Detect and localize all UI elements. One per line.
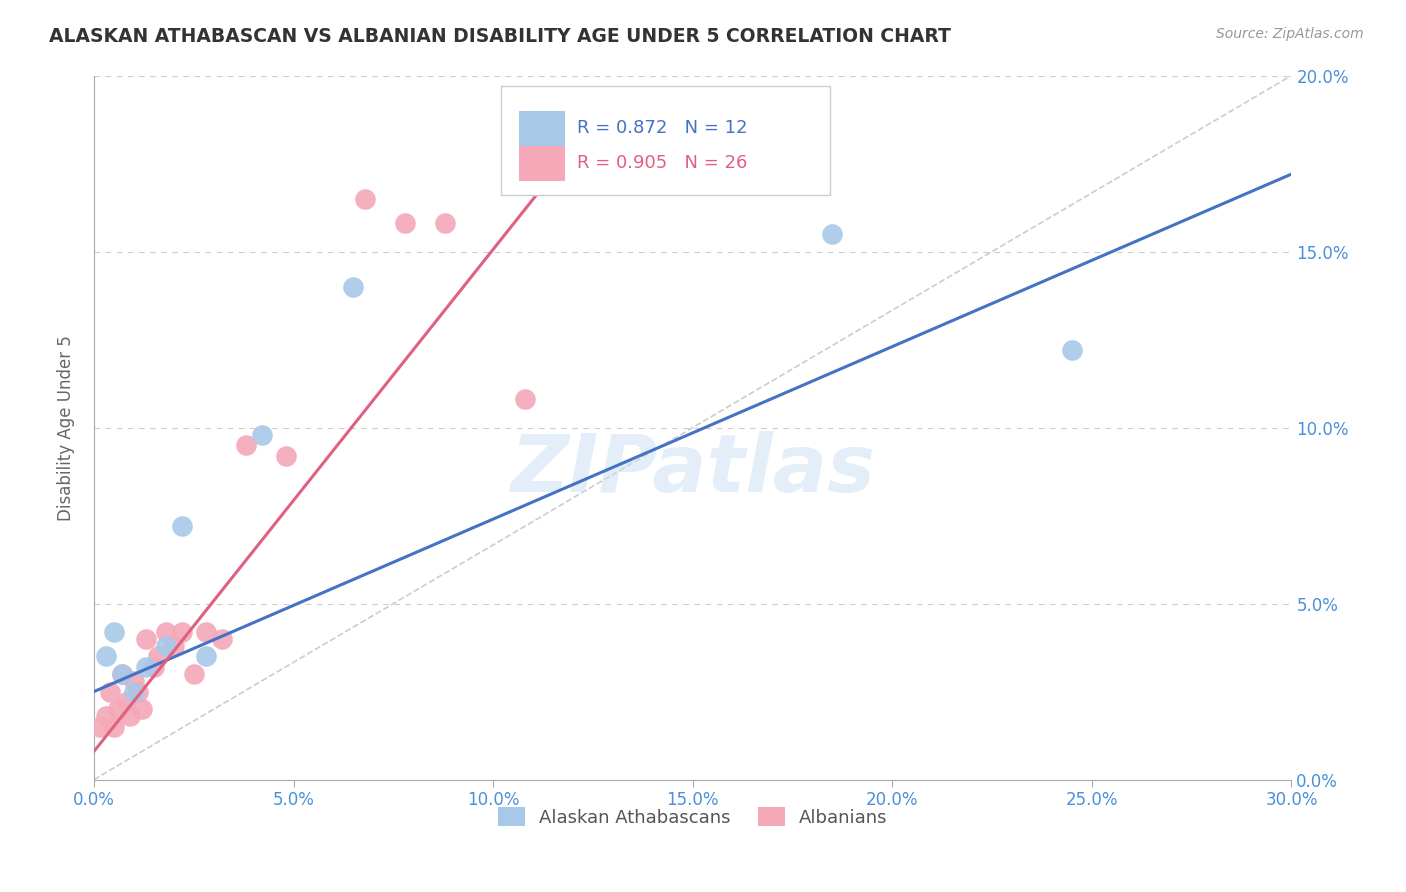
Point xyxy=(274,449,297,463)
Point xyxy=(821,227,844,241)
Point xyxy=(135,660,157,674)
Point xyxy=(170,519,193,533)
Point xyxy=(394,216,416,230)
Bar xyxy=(519,111,565,146)
Point xyxy=(250,427,273,442)
Point xyxy=(118,709,141,723)
Point xyxy=(342,279,364,293)
Point xyxy=(111,667,134,681)
Point xyxy=(131,702,153,716)
Point xyxy=(107,702,129,716)
Point xyxy=(163,639,186,653)
Text: R = 0.872   N = 12: R = 0.872 N = 12 xyxy=(576,120,747,137)
Point xyxy=(146,649,169,664)
Point xyxy=(194,624,217,639)
Point xyxy=(98,684,121,698)
Point xyxy=(111,667,134,681)
Point xyxy=(127,684,149,698)
Point xyxy=(89,720,111,734)
Point xyxy=(122,673,145,688)
Point xyxy=(434,216,457,230)
Point xyxy=(211,632,233,646)
Point xyxy=(354,192,377,206)
Point xyxy=(94,649,117,664)
Point xyxy=(122,684,145,698)
Point xyxy=(183,667,205,681)
Point xyxy=(103,624,125,639)
Point xyxy=(1060,343,1083,358)
Y-axis label: Disability Age Under 5: Disability Age Under 5 xyxy=(58,334,75,521)
Text: Source: ZipAtlas.com: Source: ZipAtlas.com xyxy=(1216,27,1364,41)
Point xyxy=(135,632,157,646)
Point xyxy=(155,624,177,639)
Point xyxy=(513,392,536,407)
Point xyxy=(194,649,217,664)
Text: ALASKAN ATHABASCAN VS ALBANIAN DISABILITY AGE UNDER 5 CORRELATION CHART: ALASKAN ATHABASCAN VS ALBANIAN DISABILIT… xyxy=(49,27,950,45)
Point xyxy=(235,438,257,452)
Point xyxy=(115,695,138,709)
Text: R = 0.905   N = 26: R = 0.905 N = 26 xyxy=(576,154,747,172)
Point xyxy=(170,624,193,639)
Bar xyxy=(519,145,565,181)
Point xyxy=(142,660,165,674)
FancyBboxPatch shape xyxy=(501,87,831,195)
Point xyxy=(103,720,125,734)
Point xyxy=(94,709,117,723)
Text: ZIPatlas: ZIPatlas xyxy=(510,431,875,508)
Point xyxy=(155,639,177,653)
Legend: Alaskan Athabascans, Albanians: Alaskan Athabascans, Albanians xyxy=(491,800,896,834)
